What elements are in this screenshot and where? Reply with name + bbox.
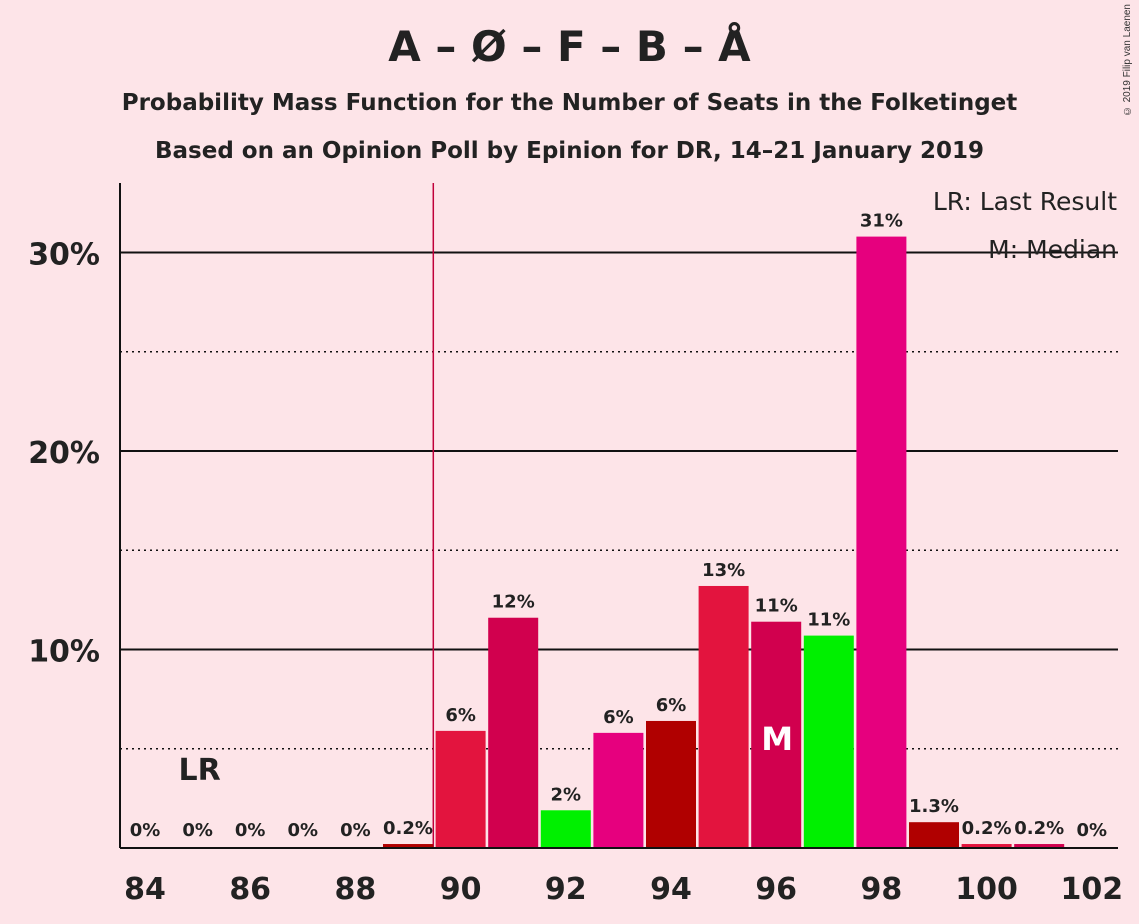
bar-89 <box>383 844 433 848</box>
median-marker: M <box>761 720 793 758</box>
bar-96 <box>751 621 802 848</box>
x-tick-84: 84 <box>124 872 166 907</box>
bar-97 <box>803 635 854 848</box>
bar-92 <box>540 810 591 848</box>
bar-label-102: 0% <box>1077 820 1108 841</box>
bar-label-95: 13% <box>702 560 745 581</box>
bar-label-91: 12% <box>492 592 535 613</box>
y-tick-30: 30% <box>28 237 100 272</box>
bar-label-86: 0% <box>235 820 266 841</box>
x-tick-86: 86 <box>229 872 271 907</box>
bar-label-101: 0.2% <box>1014 818 1064 839</box>
bar-label-100: 0.2% <box>962 818 1012 839</box>
chart-subtitle-2: Based on an Opinion Poll by Epinion for … <box>155 138 984 164</box>
x-tick-88: 88 <box>335 872 377 907</box>
y-tick-labels: 10% 20% 30% <box>28 237 100 669</box>
bar-label-90: 6% <box>445 705 476 726</box>
last-result-marker: LR <box>178 753 220 788</box>
y-tick-10: 10% <box>28 634 100 669</box>
grid-lines <box>120 251 1118 750</box>
bar-label-94: 6% <box>656 695 687 716</box>
chart-subtitle: Probability Mass Function for the Number… <box>121 90 1018 116</box>
bar-94 <box>646 720 696 848</box>
bar-label-92: 2% <box>551 784 582 805</box>
bar-label-96: 11% <box>755 596 798 617</box>
x-tick-94: 94 <box>650 872 692 907</box>
x-tick-92: 92 <box>545 872 587 907</box>
x-tick-96: 96 <box>755 872 797 907</box>
x-tick-90: 90 <box>440 872 482 907</box>
bar-label-84: 0% <box>130 820 161 841</box>
bar-label-98: 31% <box>860 211 903 232</box>
bar-99 <box>909 822 959 848</box>
x-tick-98: 98 <box>861 872 903 907</box>
bar-93 <box>593 732 644 848</box>
legend-median: M: Median <box>988 235 1117 264</box>
x-tick-100: 100 <box>955 872 1018 907</box>
bar-label-87: 0% <box>288 820 319 841</box>
bar-label-85: 0% <box>182 820 213 841</box>
bar-91 <box>488 617 539 848</box>
bar-95 <box>698 585 749 848</box>
bar-label-97: 11% <box>807 610 850 631</box>
bar-label-89: 0.2% <box>383 818 433 839</box>
x-tick-labels: 84 86 88 90 92 94 96 98 100 102 <box>124 872 1123 907</box>
bar-100 <box>961 844 1012 848</box>
bar-90 <box>435 730 486 848</box>
chart-title: A – Ø – F – B – Å <box>388 22 751 71</box>
bar-labels: 0% 0% 0% 0% 0% 0.2% 6% 12% 2% 6% 6% 13% 11% 11% 31% 1.3… <box>130 211 1107 841</box>
y-tick-20: 20% <box>28 436 100 471</box>
bar-label-93: 6% <box>603 707 634 728</box>
legend-last-result: LR: Last Result <box>933 187 1117 216</box>
bar-101 <box>1014 844 1065 848</box>
bars <box>383 236 1065 848</box>
bar-label-88: 0% <box>340 820 371 841</box>
bar-98 <box>856 236 907 848</box>
bar-label-99: 1.3% <box>909 796 959 817</box>
x-tick-102: 102 <box>1060 872 1123 907</box>
